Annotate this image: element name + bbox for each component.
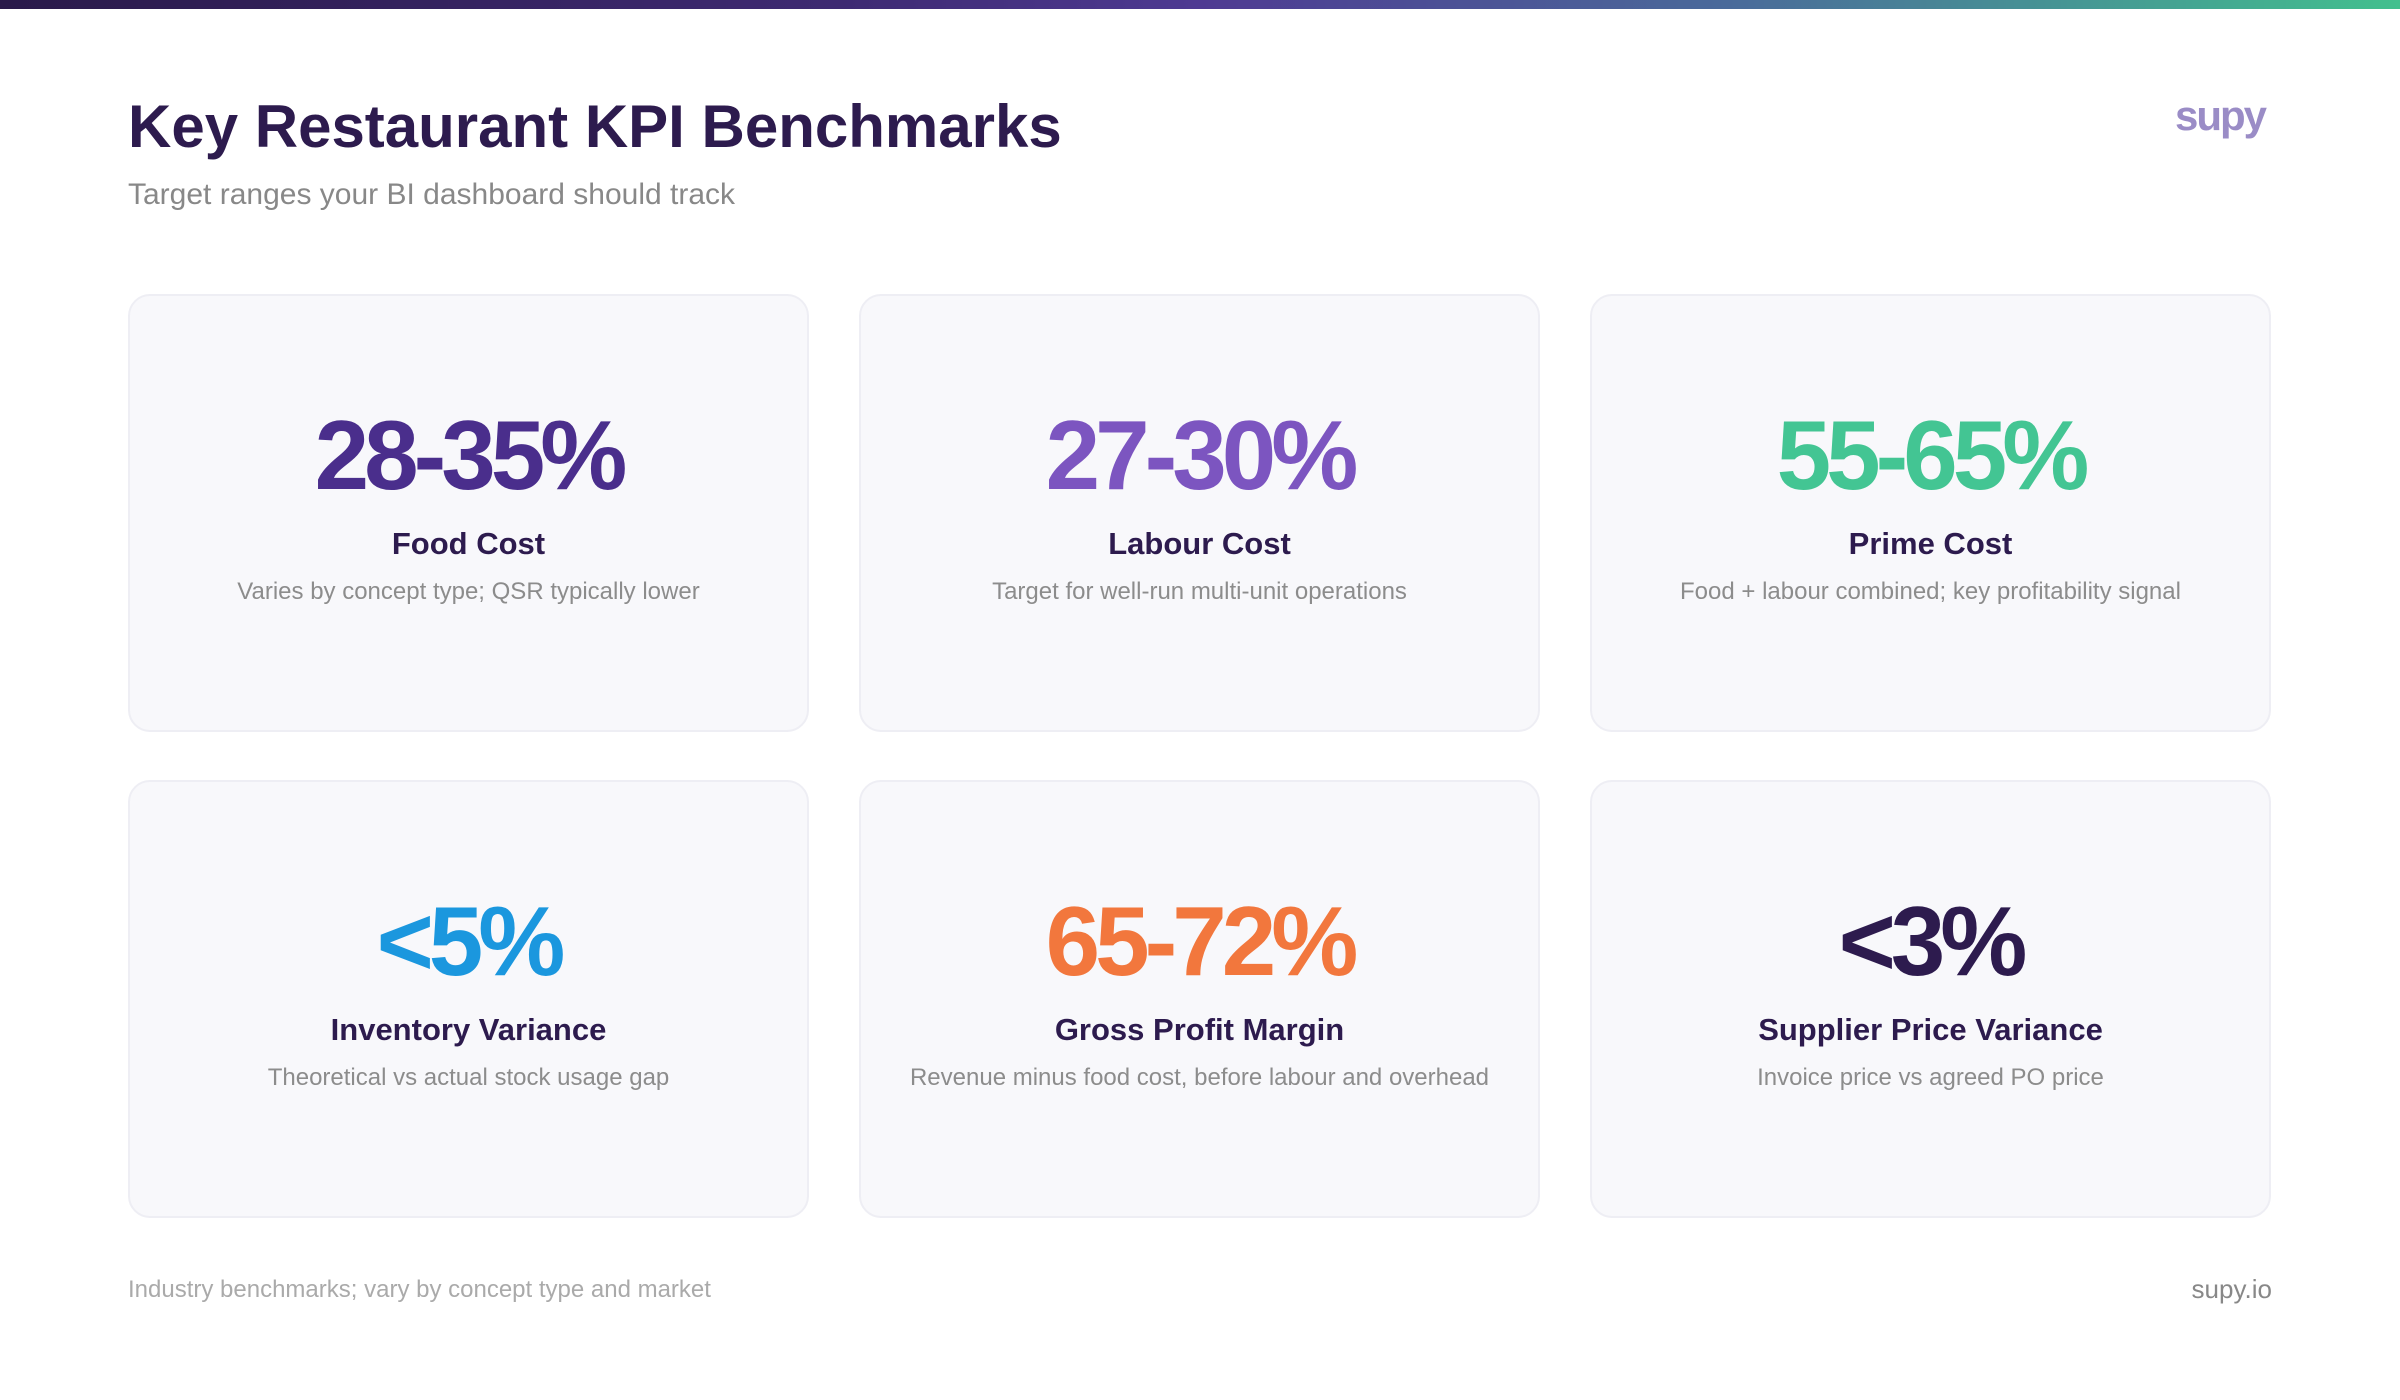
kpi-label: Food Cost [391,526,546,561]
page-subtitle: Target ranges your BI dashboard should t… [128,178,736,211]
kpi-card-labour-cost: 27-30% Labour Cost Target for well-run m… [859,294,1540,732]
kpi-value: 55-65% [1776,400,2090,510]
kpi-card-gross-profit-margin: 65-72% Gross Profit Margin Revenue minus… [859,780,1540,1218]
kpi-label: Labour Cost [1108,526,1291,561]
kpi-card-grid: 28-35% Food Cost Varies by concept type;… [128,294,2272,1218]
kpi-label: Supplier Price Variance [1758,1012,2103,1047]
kpi-description: Target for well-run multi-unit operation… [992,578,1407,605]
kpi-value: <5% [376,886,566,996]
page-title: Key Restaurant KPI Benchmarks [128,93,1062,160]
kpi-label: Inventory Variance [330,1012,607,1047]
kpi-description: Theoretical vs actual stock usage gap [267,1064,670,1091]
kpi-value: <3% [1838,886,2028,996]
kpi-value: 65-72% [1045,886,1359,996]
kpi-value: 28-35% [314,400,628,510]
footer-note: Industry benchmarks; vary by concept typ… [128,1276,711,1303]
kpi-label: Prime Cost [1848,526,2013,561]
kpi-card-prime-cost: 55-65% Prime Cost Food + labour combined… [1590,294,2271,732]
kpi-value: 27-30% [1045,400,1359,510]
kpi-label: Gross Profit Margin [1054,1012,1345,1047]
footer-site-link[interactable]: supy.io [2191,1274,2272,1304]
kpi-description: Invoice price vs agreed PO price [1757,1064,2104,1091]
kpi-description: Revenue minus food cost, before labour a… [909,1064,1490,1091]
top-accent-bar [0,0,2400,9]
kpi-description: Varies by concept type; QSR typically lo… [237,578,700,605]
brand-logo: supy [2174,92,2267,139]
kpi-card-food-cost: 28-35% Food Cost Varies by concept type;… [128,294,809,732]
kpi-card-supplier-price-variance: <3% Supplier Price Variance Invoice pric… [1590,780,2271,1218]
kpi-card-inventory-variance: <5% Inventory Variance Theoretical vs ac… [128,780,809,1218]
kpi-description: Food + labour combined; key profitabilit… [1680,578,2181,605]
